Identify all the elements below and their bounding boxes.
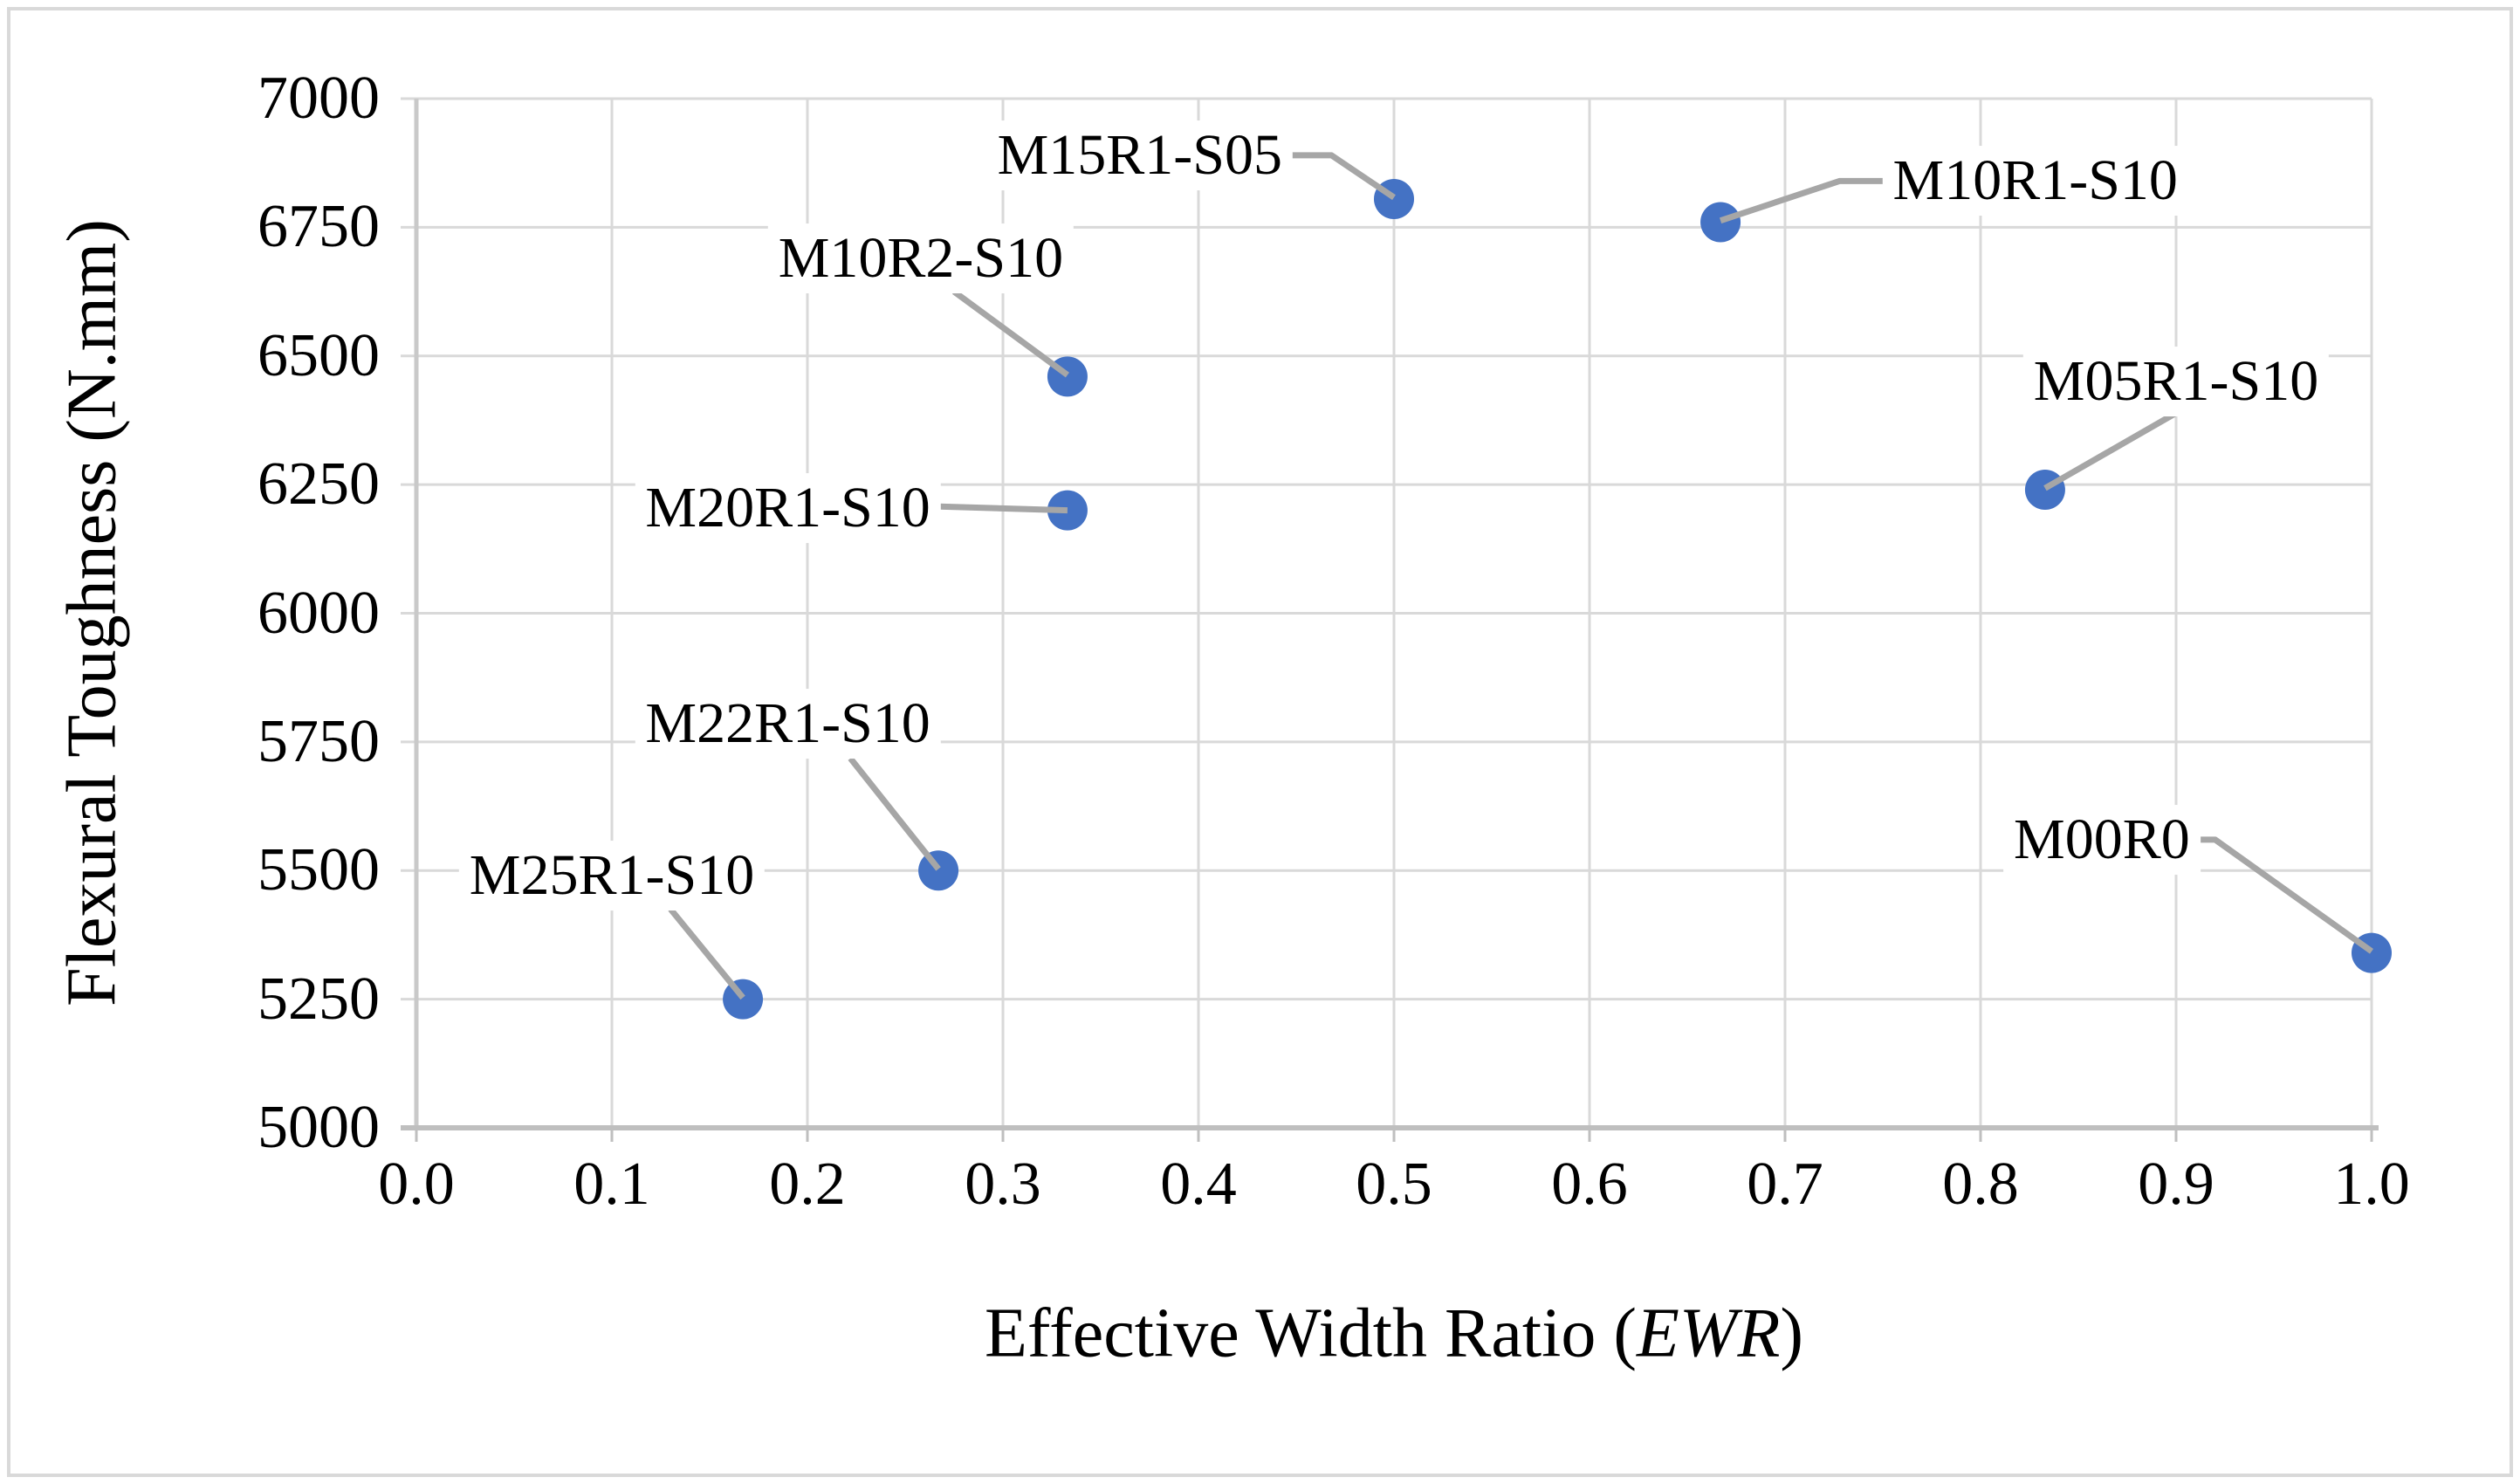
point-label-M25R1-S10: M25R1-S10	[458, 841, 766, 911]
leader-line-M20R1-S10	[928, 503, 1068, 514]
point-label-M00R0: M00R0	[2003, 804, 2201, 875]
x-axis-title: Effective Width Ratio (EWR)	[985, 1295, 1803, 1374]
data-point-M10R1-S10	[1700, 202, 1741, 243]
y-tick-label: 5500	[257, 836, 380, 904]
data-point-M22R1-S10	[918, 850, 959, 891]
y-tick-label: 5750	[257, 707, 380, 775]
y-tick-label: 5250	[257, 965, 380, 1033]
x-tick-label: 0.2	[769, 1151, 846, 1218]
x-tick-label: 0.4	[1160, 1151, 1237, 1218]
y-tick-label: 5000	[257, 1094, 380, 1161]
point-label-M20R1-S10: M20R1-S10	[635, 472, 941, 543]
x-tick-label: 1.0	[2333, 1151, 2410, 1218]
leader-line-M10R1-S10	[1719, 177, 1897, 224]
x-tick-label: 0.3	[965, 1151, 1041, 1218]
x-axis-title-close: )	[1780, 1295, 1803, 1372]
point-label-M10R1-S10: M10R1-S10	[1882, 146, 2188, 216]
x-tick-label: 0.0	[378, 1151, 455, 1218]
leader-line-M10R2-S10	[951, 289, 1069, 378]
leader-line-M22R1-S10	[848, 756, 941, 871]
point-label-M22R1-S10: M22R1-S10	[635, 689, 941, 759]
x-axis-title-text: Effective Width Ratio (	[985, 1295, 1637, 1372]
y-tick-label: 6750	[257, 193, 380, 261]
x-axis-title-em: EWR	[1636, 1295, 1781, 1372]
y-tick-label: 7000	[257, 65, 380, 132]
leader-line-M05R1-S10	[2043, 404, 2187, 491]
point-label-M15R1-S05: M15R1-S05	[986, 120, 1293, 190]
y-tick-label: 6500	[257, 321, 380, 389]
x-tick-label: 0.6	[1551, 1151, 1628, 1218]
x-tick-label: 0.1	[573, 1151, 650, 1218]
y-tick-label: 6000	[257, 579, 380, 647]
x-tick-label: 0.8	[1942, 1151, 2019, 1218]
data-point-M05R1-S10	[2024, 470, 2065, 511]
x-tick-label: 0.5	[1356, 1151, 1432, 1218]
y-axis-title: Flexural Toughness (N.mm)	[53, 219, 131, 1007]
leader-line-M00R0	[2172, 836, 2374, 954]
point-label-M10R2-S10: M10R2-S10	[767, 223, 1075, 293]
point-label-M05R1-S10: M05R1-S10	[2022, 347, 2330, 417]
leader-line-M25R1-S10	[668, 907, 745, 1000]
y-tick-label: 6250	[257, 450, 380, 519]
x-tick-label: 0.9	[2138, 1151, 2214, 1218]
x-tick-label: 0.7	[1747, 1151, 1823, 1218]
